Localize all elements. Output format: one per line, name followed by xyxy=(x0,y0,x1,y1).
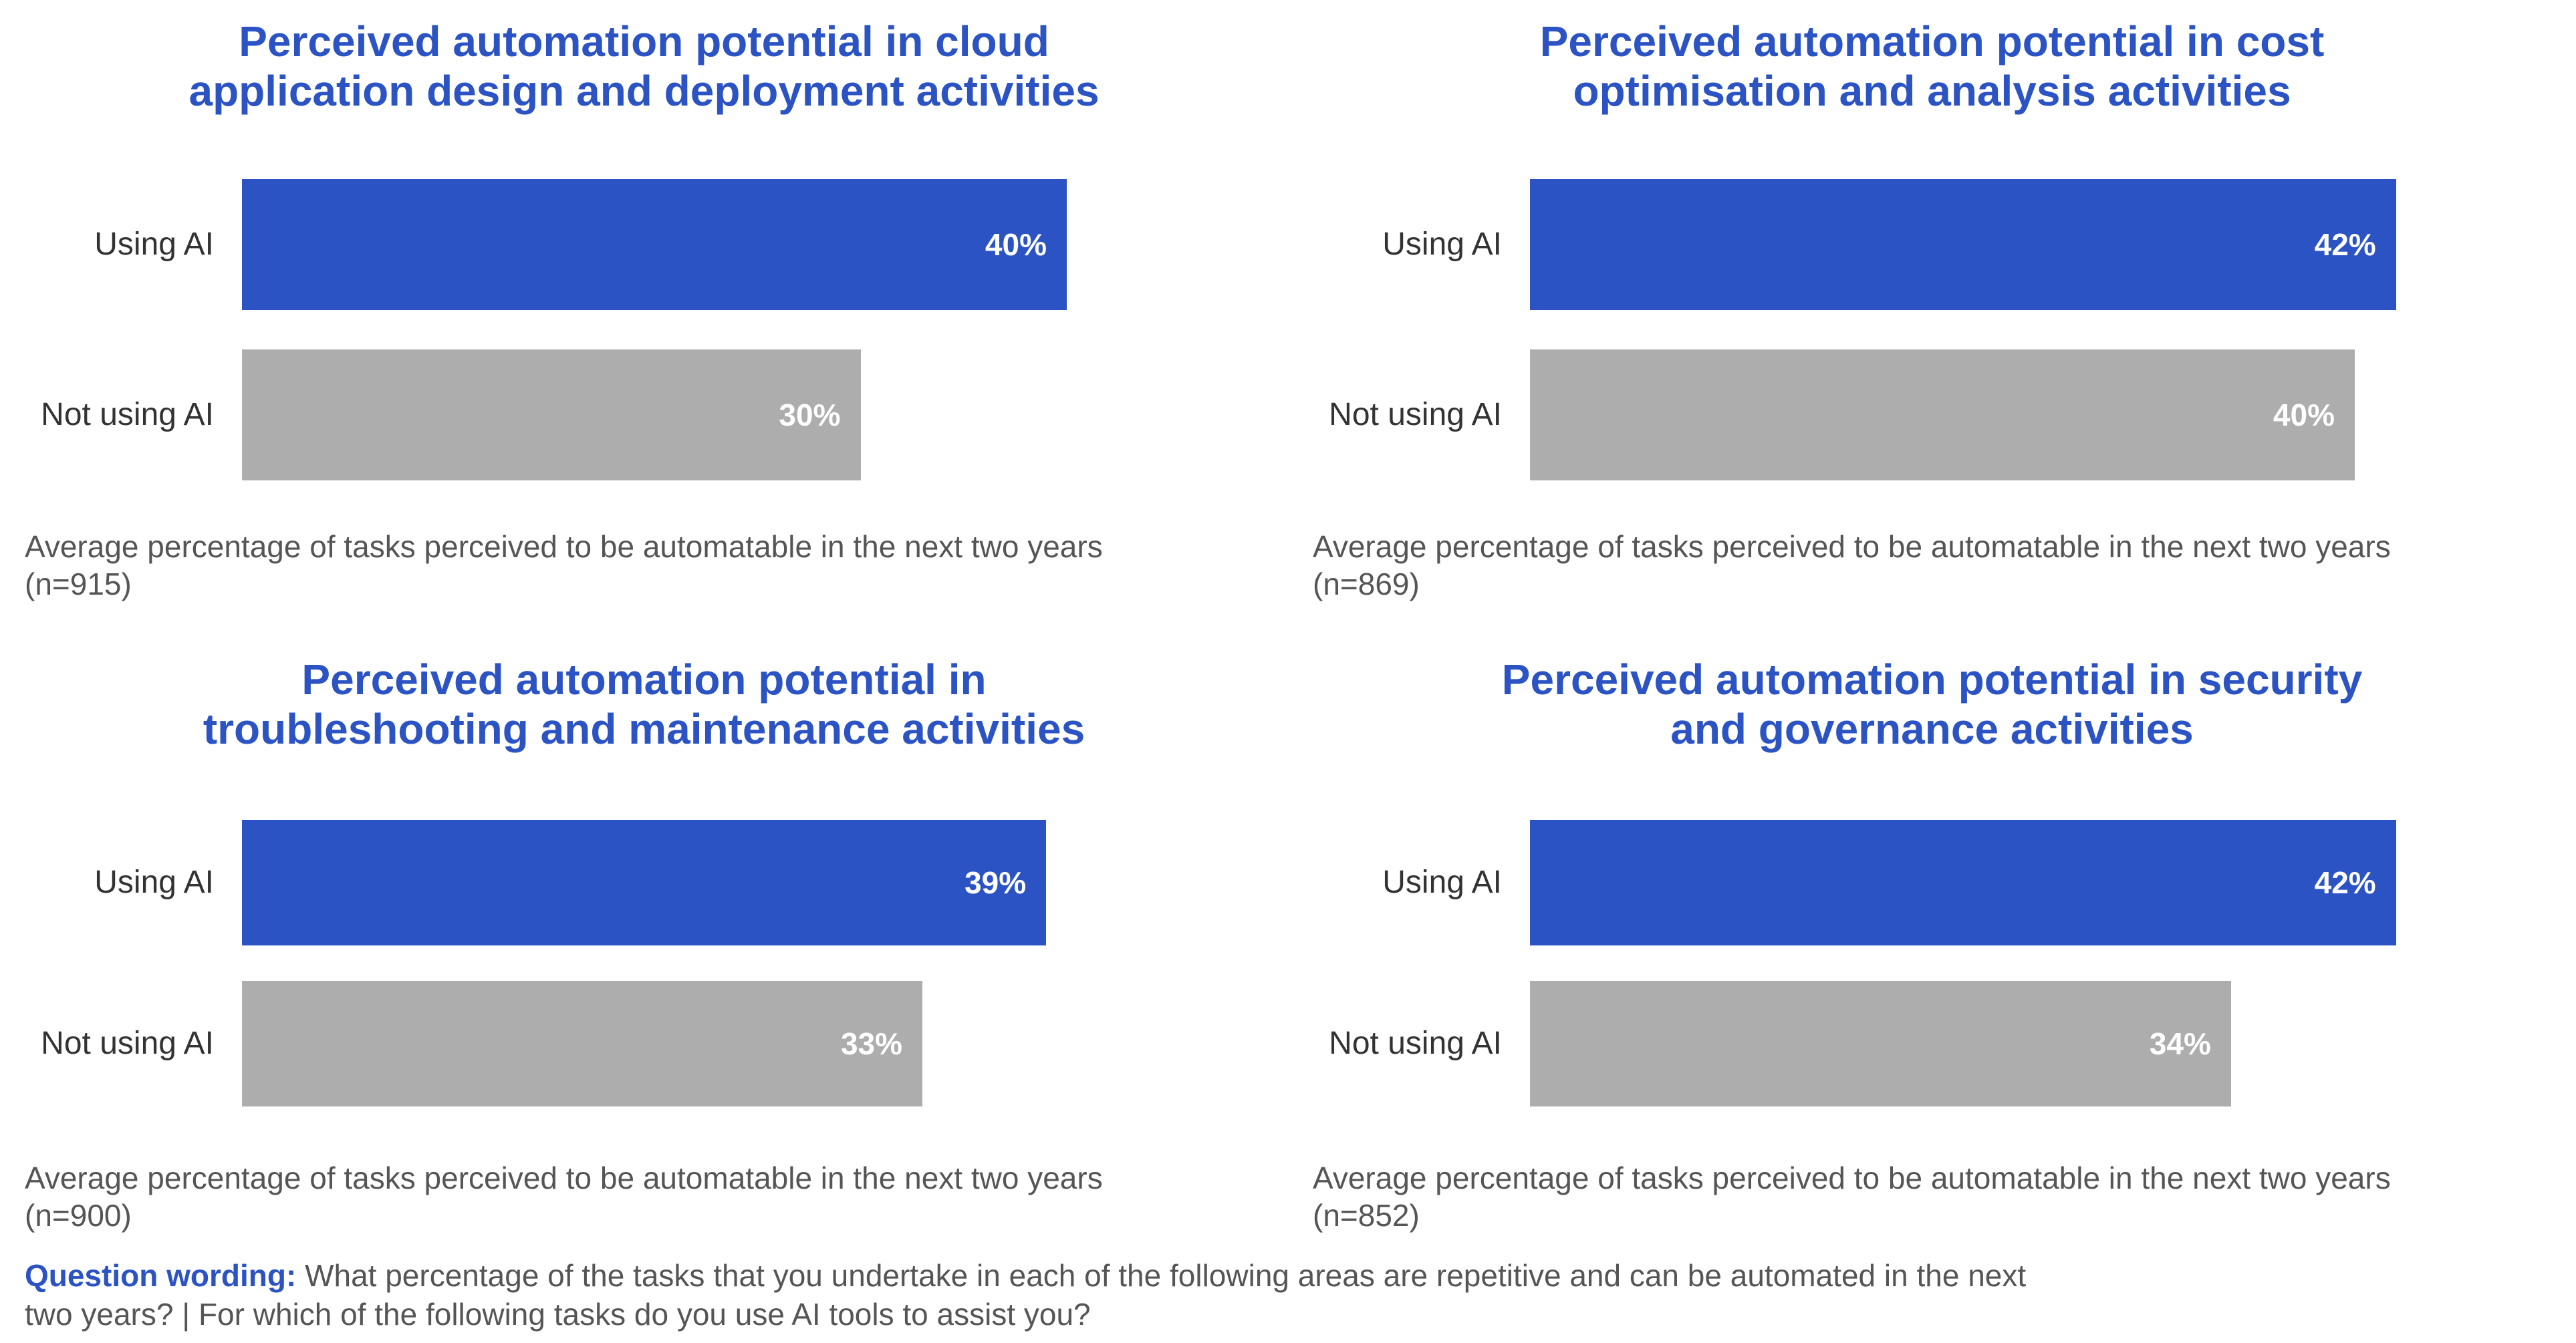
chart-panel-1: Perceived automation potential in cloud … xyxy=(0,0,1288,641)
footnote-text-line2: two years? | For which of the following … xyxy=(25,1297,1091,1332)
chart-subtitle: Average percentage of tasks perceived to… xyxy=(1313,1161,2391,1195)
chart-title: Perceived automation potential in cost o… xyxy=(1539,17,2325,115)
chart-panel-4: Perceived automation potential in securi… xyxy=(1288,638,2576,1280)
data-label: 30% xyxy=(779,398,841,432)
chart-panel-2: Perceived automation potential in cost o… xyxy=(1288,0,2576,641)
bar-using-ai xyxy=(242,179,1067,310)
sample-size: (n=869) xyxy=(1313,567,1420,601)
chart-panel-3: Perceived automation potential in troubl… xyxy=(0,638,1288,1280)
category-label: Using AI xyxy=(1382,227,1502,262)
category-label: Using AI xyxy=(94,227,214,262)
data-label: 39% xyxy=(964,865,1027,900)
category-label: Not using AI xyxy=(1329,397,1502,432)
chart-title: Perceived automation potential in troubl… xyxy=(203,655,1085,753)
chart-title: Perceived automation potential in securi… xyxy=(1501,655,2363,753)
footnote-label: Question wording: xyxy=(25,1258,297,1293)
data-label: 42% xyxy=(2314,227,2376,262)
bar-not-using-ai xyxy=(1530,981,2231,1106)
sample-size: (n=915) xyxy=(25,567,132,601)
chart-subtitle: Average percentage of tasks perceived to… xyxy=(25,1161,1103,1195)
sample-size: (n=900) xyxy=(25,1198,132,1233)
chart-subtitle: Average percentage of tasks perceived to… xyxy=(1313,529,2391,564)
data-label: 34% xyxy=(2149,1026,2211,1061)
category-label: Using AI xyxy=(1382,865,1502,900)
bar-not-using-ai xyxy=(242,981,923,1106)
footnote: Question wording: What percentage of the… xyxy=(25,1256,2324,1334)
data-label: 42% xyxy=(2314,865,2376,900)
data-label: 33% xyxy=(840,1026,903,1061)
category-label: Not using AI xyxy=(1329,1026,1502,1061)
chart-title: Perceived automation potential in cloud … xyxy=(188,17,1100,115)
category-label: Not using AI xyxy=(41,397,214,432)
data-label: 40% xyxy=(2273,398,2335,432)
bar-using-ai xyxy=(1530,820,2396,945)
bar-using-ai xyxy=(1530,179,2396,310)
category-label: Using AI xyxy=(94,865,214,900)
bar-not-using-ai xyxy=(242,349,861,480)
footnote-text-line1: What percentage of the tasks that you un… xyxy=(305,1258,2027,1293)
sample-size: (n=852) xyxy=(1313,1198,1420,1233)
category-label: Not using AI xyxy=(41,1026,214,1061)
chart-subtitle: Average percentage of tasks perceived to… xyxy=(25,529,1103,564)
data-label: 40% xyxy=(985,227,1047,262)
bar-using-ai xyxy=(242,820,1047,945)
bar-not-using-ai xyxy=(1530,349,2355,480)
